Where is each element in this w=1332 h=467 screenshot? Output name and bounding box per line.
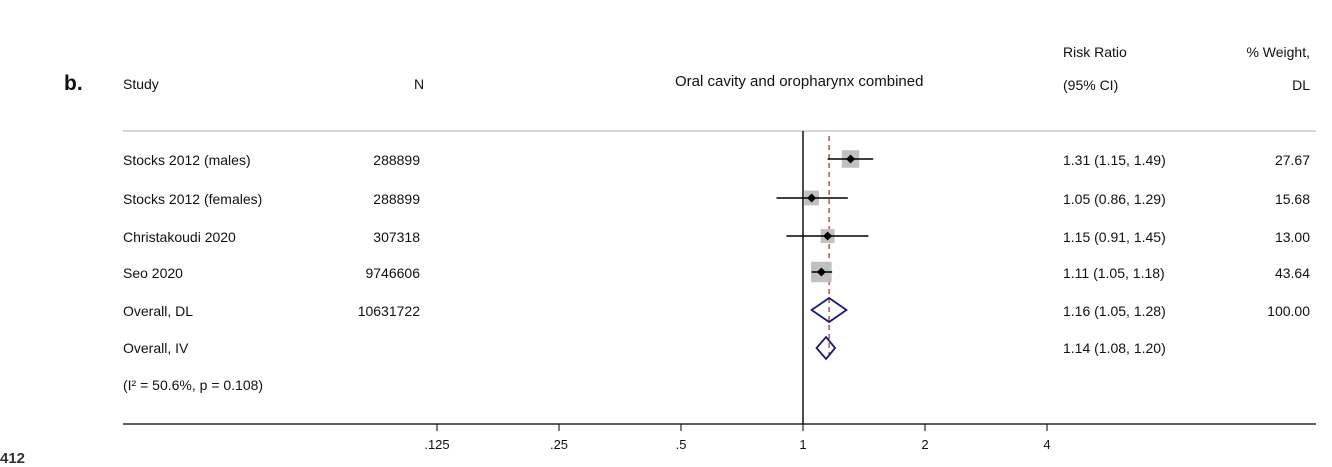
plot-title: Oral cavity and oropharynx combined: [675, 73, 924, 90]
row-study-label: Seo 2020: [123, 265, 183, 281]
row-n: 307318: [373, 229, 420, 245]
heterogeneity-stat: (I² = 50.6%, p = 0.108): [123, 377, 264, 393]
x-tick-label: 1: [799, 437, 807, 452]
row-ci-text: 1.31 (1.15, 1.49): [1063, 152, 1166, 168]
header-ci: (95% CI): [1063, 77, 1119, 93]
panel-label: b.: [64, 72, 83, 95]
row-weight: 13.00: [1274, 229, 1310, 245]
x-tick-label: 4: [1043, 437, 1051, 452]
row-ci-text: 1.15 (0.91, 1.45): [1063, 229, 1166, 245]
row-study-label: Overall, DL: [123, 303, 194, 319]
row-ci-text: 1.11 (1.05, 1.18): [1063, 265, 1165, 281]
row-study-label: Stocks 2012 (females): [123, 191, 263, 207]
point-estimate-marker: [807, 193, 817, 203]
x-tick-label: .25: [549, 437, 569, 452]
pooled-diamond: [809, 296, 849, 324]
row-n: 288899: [373, 191, 420, 207]
row-ci-text: 1.14 (1.08, 1.20): [1063, 340, 1166, 356]
row-n: 288899: [373, 152, 420, 168]
row-n: 9746606: [365, 265, 420, 281]
row-weight: 100.00: [1267, 303, 1310, 319]
row-ci-text: 1.16 (1.05, 1.28): [1063, 303, 1166, 319]
row-weight: 27.67: [1274, 152, 1310, 168]
point-estimate-marker: [823, 231, 833, 241]
header-weight-dl: DL: [1292, 77, 1310, 93]
header-study: Study: [123, 76, 159, 92]
x-tick-label: .125: [424, 437, 450, 452]
row-weight: 43.64: [1274, 265, 1310, 281]
row-study-label: Christakoudi 2020: [123, 229, 236, 245]
pooled-diamond: [815, 335, 837, 361]
cut-line-number: 412: [0, 450, 26, 467]
point-estimate-marker: [816, 267, 826, 277]
row-ci-text: 1.05 (0.86, 1.29): [1063, 191, 1166, 207]
row-n: 10631722: [357, 303, 420, 319]
point-estimate-marker: [846, 154, 856, 164]
header-weight: % Weight,: [1246, 44, 1310, 60]
row-study-label: Overall, IV: [123, 340, 189, 356]
x-tick-label: 2: [921, 437, 929, 452]
x-tick-label: .5: [675, 437, 687, 452]
header-risk-ratio: Risk Ratio: [1063, 44, 1127, 60]
row-study-label: Stocks 2012 (males): [123, 152, 251, 168]
header-n: N: [414, 76, 425, 92]
row-weight: 15.68: [1274, 191, 1310, 207]
